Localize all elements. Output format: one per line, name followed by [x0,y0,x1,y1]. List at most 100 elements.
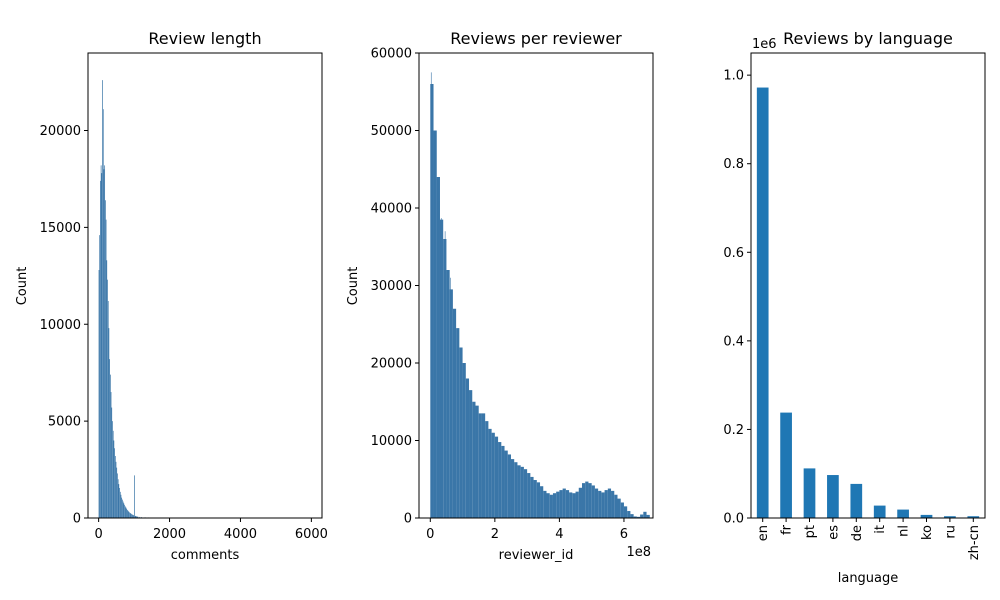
histogram-bar [636,516,641,518]
histogram-bar [131,514,132,518]
y-tick-label: 0.0 [723,512,744,527]
histogram-bar [124,504,125,518]
histogram-spike [439,200,440,518]
x-tick-label: 6000 [295,527,328,542]
histogram-bar [614,494,618,518]
histogram-bar [617,498,621,518]
histogram-bar [115,461,117,518]
histogram-bar [109,374,111,518]
histogram-bar [488,428,492,518]
bar-pt [803,468,816,518]
reviews-by-language-ticks: en fr pt es de it nl ko ru zh-cn 0.0 0.2 0.4 0.6 0.8 1.… [723,69,981,560]
histogram-bar [139,516,141,518]
reviews-per-reviewer-x-offset: 1e8 [626,545,651,560]
review-length-frame [87,52,323,519]
histogram-bar [569,492,573,518]
histogram-bar [101,173,103,518]
histogram-bar [136,516,138,518]
histogram-bar [433,130,437,518]
x-tick-label: 6 [620,527,628,542]
histogram-bar [585,481,589,518]
reviews-per-reviewer-title: Reviews per reviewer [450,29,622,48]
x-tick-label: fr [780,524,795,535]
x-tick-label: es [826,525,841,540]
histogram-bar [132,514,134,518]
review-length-panel: Review length 0 5000 10000 15000 20000 0 2000 4… [15,29,328,563]
review-length-ylabel: Count [15,267,30,306]
x-tick-label: 4000 [224,527,257,542]
histogram-bar [552,493,557,518]
histogram-bar [100,180,101,518]
histogram-bar [102,80,103,518]
histogram-bar [100,165,102,518]
histogram-bar [530,476,534,518]
histogram-spike [436,177,438,518]
histogram-bar [601,492,605,518]
histogram-bar [491,432,495,518]
y-tick-label: 0.8 [723,157,744,172]
histogram-bar [620,502,624,518]
y-tick-label: 20000 [371,357,412,372]
x-tick-label: de [850,525,865,541]
histogram-bar [611,490,615,518]
y-tick-label: 10000 [371,434,412,449]
histogram-bar [114,456,116,518]
bar-de [850,483,863,518]
histogram-bar [122,501,124,518]
histogram-bar [113,440,115,518]
review-length-ticks: 0 5000 10000 15000 20000 0 2000 4000 6000 [40,124,328,542]
y-tick-label: 50000 [371,124,412,139]
histogram-bar [594,488,599,518]
reviews-by-language-xlabel: language [838,571,899,586]
histogram-bar [121,497,123,518]
x-tick-label: nl [897,525,912,537]
bar-ru [944,516,956,518]
histogram-bar [572,493,576,518]
histogram-bar [130,513,132,518]
histogram-bar [562,488,566,518]
review-length-title: Review length [148,29,261,48]
histogram-bar [98,270,100,518]
y-tick-label: 5000 [48,415,81,430]
histogram-bar [118,484,120,518]
histogram-bar [533,480,537,518]
histogram-bar [112,421,113,518]
reviews-by-language-y-offset: 1e6 [752,37,777,52]
y-tick-label: 60000 [371,47,412,62]
y-tick-label: 0.6 [723,246,744,261]
bar-nl [897,509,909,518]
histogram-bar [128,511,130,518]
histogram-bar [134,475,135,518]
histogram-bar [119,487,120,518]
histogram-bar [107,279,108,518]
histogram-bar [520,466,524,518]
reviews-by-language-bars [756,87,980,519]
histogram-bar [565,490,570,518]
y-tick-label: 30000 [371,279,412,294]
y-tick-label: 0.2 [723,423,744,438]
histogram-bar [459,347,463,518]
y-tick-label: 0 [404,512,412,527]
y-tick-label: 0 [73,512,81,527]
x-tick-label: pt [803,525,818,538]
y-tick-label: 10000 [40,318,81,333]
histogram-bar [598,490,602,518]
histogram-bar [627,511,631,518]
histogram-bar [446,270,450,518]
histogram-bar [104,165,106,518]
histogram-bar [527,473,531,518]
histogram-bar [485,421,489,518]
histogram-bar [109,359,110,518]
histogram-bar [559,490,563,518]
histogram-bar [465,378,470,518]
histogram-bar [131,514,133,518]
x-tick-label: ko [920,525,935,540]
y-tick-label: 40000 [371,202,412,217]
histogram-bar [108,328,110,518]
histogram-bar [99,235,101,518]
histogram-bar [591,485,595,518]
histogram-bar [462,363,466,518]
histogram-bar [449,289,453,518]
histogram-bar [123,503,125,518]
x-tick-label: 0 [426,527,434,542]
